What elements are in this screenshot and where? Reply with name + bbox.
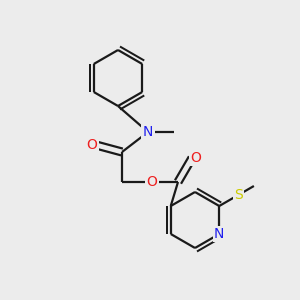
Text: O: O	[190, 151, 201, 165]
Text: O: O	[87, 138, 98, 152]
Text: O: O	[147, 175, 158, 189]
Text: N: N	[214, 227, 224, 241]
Text: N: N	[143, 125, 153, 139]
Text: S: S	[234, 188, 243, 202]
